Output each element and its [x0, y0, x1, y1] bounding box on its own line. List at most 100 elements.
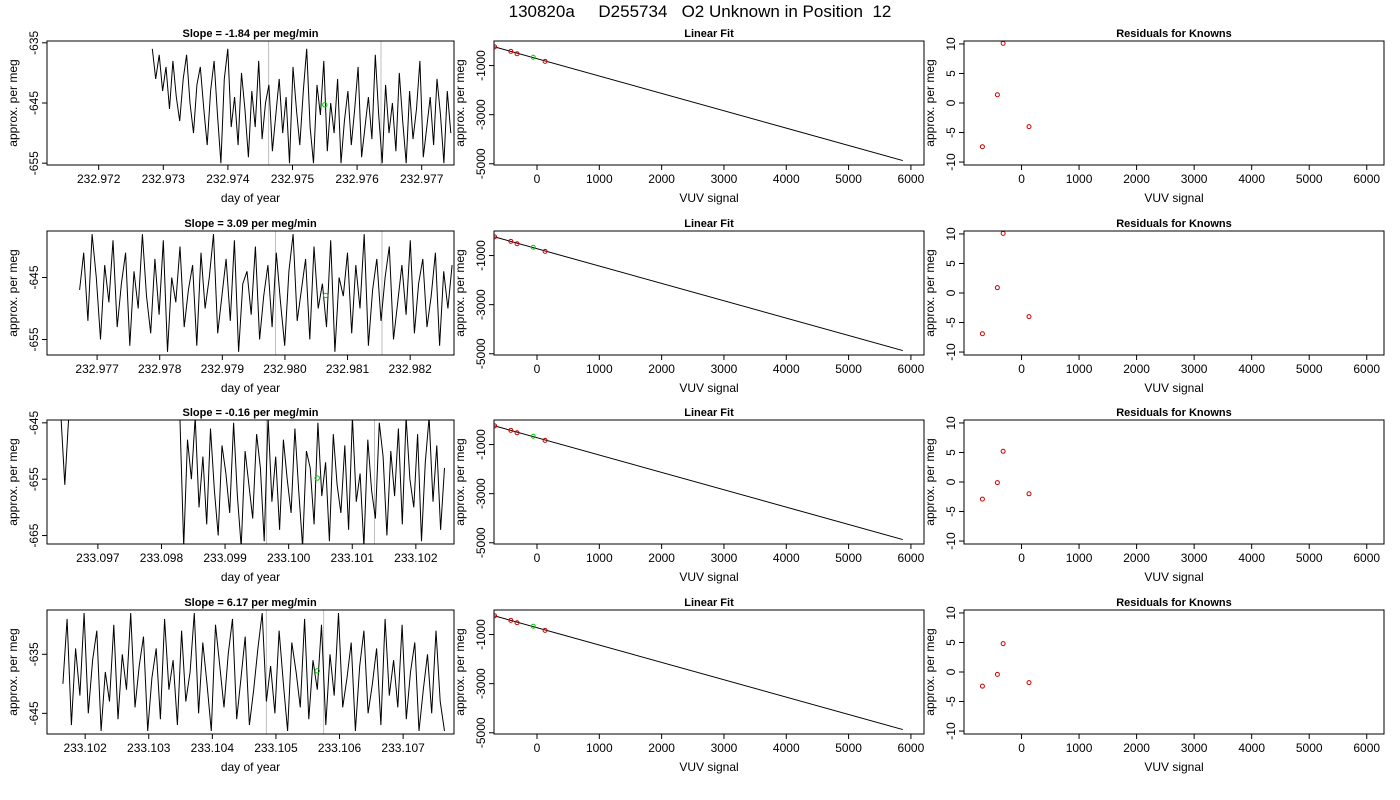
- x-tick-label: 2000: [1123, 362, 1150, 376]
- plot-area: [494, 423, 903, 541]
- series-line: [79, 234, 453, 352]
- y-tick-label: 0: [944, 478, 958, 485]
- y-tick-label: -645: [27, 410, 41, 434]
- plot-title: Linear Fit: [684, 28, 734, 40]
- y-tick-label: -3000: [474, 99, 488, 130]
- x-tick-label: 233.102: [63, 741, 107, 755]
- x-tick-label: 1000: [1066, 172, 1093, 186]
- plot-area: [494, 234, 903, 352]
- known-point: [508, 427, 514, 433]
- panel-linear-fit: Linear Fit 0 1000 2000 3000 4000 5000 6000 VUV s…: [453, 597, 925, 774]
- y-tick-label: -5: [944, 127, 958, 138]
- panel-timeseries: Slope = 6.17 per meg/min 233.102 233.103 23…: [6, 597, 455, 774]
- y-tick-label: -1000: [474, 429, 488, 460]
- x-tick-label: 5000: [835, 172, 862, 186]
- plot-frame: [963, 230, 1385, 356]
- plot-title: Residuals for Knowns: [1116, 597, 1232, 609]
- x-axis-label: VUV signal: [1144, 760, 1203, 774]
- y-axis-label: approx. per meg: [6, 59, 20, 146]
- residual-point: [979, 144, 985, 150]
- x-tick-label: 233.100: [267, 551, 311, 565]
- plot-frame: [493, 40, 925, 166]
- y-tick-label: -3000: [474, 668, 488, 699]
- y-tick-label: 10: [944, 416, 958, 430]
- x-axis-label: day of year: [221, 570, 280, 584]
- x-tick-label: 233.097: [76, 551, 120, 565]
- x-axis-label: VUV signal: [1144, 191, 1203, 205]
- x-tick-label: 6000: [898, 362, 925, 376]
- x-tick-label: 6000: [898, 741, 925, 755]
- x-tick-label: 5000: [835, 362, 862, 376]
- x-tick-label: 0: [534, 362, 541, 376]
- fit-line: [494, 236, 903, 352]
- x-tick-label: 233.102: [394, 551, 438, 565]
- y-axis-label: approx. per meg: [923, 628, 937, 715]
- y-tick-label: -3000: [474, 478, 488, 509]
- y-axis-label: approx. per meg: [453, 438, 467, 525]
- x-tick-label: 1000: [586, 362, 613, 376]
- plot-title: Residuals for Knowns: [1116, 28, 1232, 40]
- unknown-point: [530, 54, 536, 60]
- panel-residuals: Residuals for Knowns 0 1000 2000 3000 4000 500…: [923, 218, 1385, 395]
- plot-frame: [46, 419, 455, 545]
- plot-area: [494, 613, 903, 731]
- series-line: [151, 48, 452, 164]
- x-tick-label: 233.107: [381, 741, 425, 755]
- x-tick-label: 4000: [773, 551, 800, 565]
- unknown-marker: [322, 102, 328, 108]
- y-tick-label: 10: [944, 227, 958, 241]
- y-axis-label: approx. per meg: [923, 249, 937, 336]
- y-tick-label: -635: [27, 30, 41, 54]
- x-tick-label: 1000: [1066, 741, 1093, 755]
- x-tick-label: 4000: [1238, 362, 1265, 376]
- x-tick-label: 2000: [648, 551, 675, 565]
- panel-linear-fit: Linear Fit 0 1000 2000 3000 4000 5000 6000 VUV s…: [453, 407, 925, 584]
- residual-point: [1000, 641, 1006, 647]
- y-axis-label: approx. per meg: [923, 438, 937, 525]
- known-point: [494, 613, 498, 619]
- residual-point: [1026, 680, 1032, 686]
- plot-area: [62, 610, 445, 734]
- fit-line: [494, 425, 903, 541]
- x-tick-label: 3000: [1181, 551, 1208, 565]
- residual-point: [994, 285, 1000, 291]
- known-point: [542, 58, 548, 64]
- x-tick-label: 1000: [586, 551, 613, 565]
- y-tick-label: -655: [27, 327, 41, 351]
- x-tick-label: 232.981: [326, 362, 370, 376]
- x-tick-label: 6000: [898, 172, 925, 186]
- unknown-marker: [322, 292, 329, 299]
- residual-point: [1026, 124, 1032, 130]
- plot-title: Linear Fit: [684, 407, 734, 419]
- x-tick-label: 3000: [1181, 362, 1208, 376]
- x-tick-label: 233.098: [140, 551, 184, 565]
- panel-timeseries: Slope = -0.16 per meg/min 233.097 233.098 2…: [6, 407, 455, 584]
- plot-title: Residuals for Knowns: [1116, 407, 1232, 419]
- page-title: 130820a D255734 O2 Unknown in Position 1…: [508, 2, 892, 21]
- known-point: [542, 248, 548, 254]
- panel-linear-fit: Linear Fit 0 1000 2000 3000 4000 5000 6000 VUV s…: [453, 218, 925, 395]
- panel-timeseries: Slope = 3.09 per meg/min 232.977 232.978 23…: [6, 218, 455, 395]
- y-axis-label: approx. per meg: [6, 249, 20, 336]
- y-axis-label: approx. per meg: [6, 628, 20, 715]
- residual-point: [1026, 314, 1032, 320]
- unknown-point: [530, 433, 536, 439]
- known-point: [494, 44, 498, 50]
- residual-point: [979, 331, 985, 337]
- plot-title: Linear Fit: [684, 218, 734, 230]
- fit-line: [494, 615, 903, 731]
- plot-area: [60, 420, 445, 544]
- x-tick-label: 232.976: [335, 172, 379, 186]
- y-tick-label: -1000: [474, 240, 488, 271]
- plot-frame: [963, 40, 1385, 166]
- x-tick-label: 4000: [1238, 551, 1265, 565]
- plot-title: Slope = 6.17 per meg/min: [184, 597, 317, 609]
- x-tick-label: 6000: [1353, 741, 1380, 755]
- x-axis-label: VUV signal: [679, 381, 738, 395]
- x-tick-label: 5000: [1296, 172, 1323, 186]
- y-tick-label: 5: [944, 449, 958, 456]
- plot-title: Slope = -0.16 per meg/min: [182, 407, 318, 419]
- y-axis-label: approx. per meg: [6, 438, 20, 525]
- x-tick-label: 2000: [1123, 551, 1150, 565]
- plot-frame: [493, 609, 925, 735]
